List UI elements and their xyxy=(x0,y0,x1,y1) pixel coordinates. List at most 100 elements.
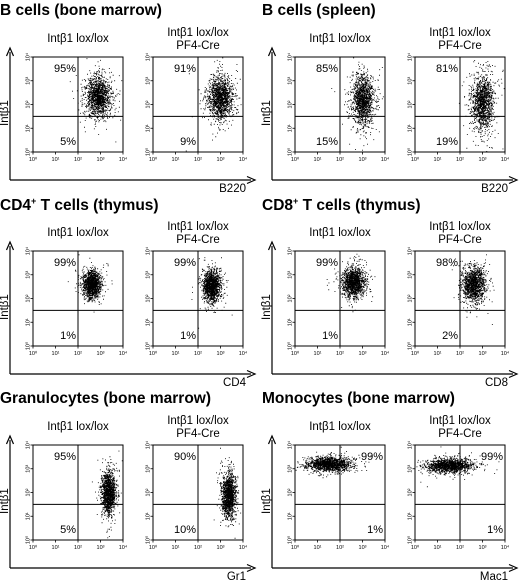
x-axis-arrowhead xyxy=(508,175,519,185)
y-tick-label: 10⁴ xyxy=(144,246,151,255)
x-tick-label: 10¹ xyxy=(172,351,180,357)
x-tick-label: 10¹ xyxy=(172,157,180,163)
y-tick-label: 10³ xyxy=(25,271,31,279)
y-tick-label: 10⁴ xyxy=(406,52,413,61)
upper-percent: 99% xyxy=(316,257,338,269)
y-tick-label: 10² xyxy=(25,294,31,302)
event-dots xyxy=(69,58,123,143)
x-axis-label: Mac1 xyxy=(479,571,508,583)
x-tick-label: 10⁰ xyxy=(291,544,300,551)
condition-line-1: Intβ1 lox/lox xyxy=(167,221,229,233)
x-axis-label: CD8 xyxy=(484,377,508,389)
condition-line-1: Intβ1 lox/lox xyxy=(429,221,491,233)
x-tick-label: 10² xyxy=(456,545,464,551)
axes-frame xyxy=(5,240,257,379)
title-main: CD4 xyxy=(0,197,32,215)
event-dots xyxy=(185,57,242,152)
event-dots xyxy=(326,253,376,313)
condition-label: Intβ1 lox/lox PF4-Cre xyxy=(405,415,515,441)
x-tick-label: 10⁰ xyxy=(411,350,420,357)
lower-percent: 10% xyxy=(174,524,196,536)
condition-line-2: PF4-Cre xyxy=(176,428,220,440)
panel-3: CD8+ T cells (thymus) Intβ1 CD8 Intβ1 lox/l… xyxy=(261,194,520,389)
y-axis-arrowhead xyxy=(267,240,277,251)
x-tick-label: 10¹ xyxy=(314,545,322,551)
y-tick-label: 10² xyxy=(25,100,31,108)
y-tick-label: 10¹ xyxy=(145,512,151,520)
upper-percent: 81% xyxy=(436,63,458,75)
x-axis-arrowhead xyxy=(246,175,257,185)
x-tick-label: 10⁴ xyxy=(381,544,390,551)
lower-percent: 1% xyxy=(487,524,503,536)
y-axis-label: Intβ1 xyxy=(0,294,11,320)
condition-label: Intβ1 lox/lox xyxy=(23,421,133,434)
x-tick-label: 10⁴ xyxy=(239,544,248,551)
y-tick-label: 10³ xyxy=(145,465,151,473)
condition-line-1: Intβ1 lox/lox xyxy=(47,227,109,239)
panel-5: Monocytes (bone marrow) Intβ1 Mac1 Intβ1 lo… xyxy=(261,388,520,583)
x-tick-label: 10⁰ xyxy=(149,156,158,163)
event-dot-cloud xyxy=(213,447,242,539)
event-dot-cloud xyxy=(185,57,242,152)
x-tick-label: 10¹ xyxy=(434,351,442,357)
event-dots xyxy=(451,254,495,325)
panel-2: CD4+ T cells (thymus) Intβ1 CD4 Intβ1 lox/l… xyxy=(0,194,260,389)
x-tick-label: 10⁰ xyxy=(411,156,420,163)
condition-label: Intβ1 lox/lox xyxy=(285,227,395,240)
axes-frame xyxy=(267,434,519,573)
upper-percent: 98% xyxy=(436,257,458,269)
y-tick-label: 10³ xyxy=(145,77,151,85)
condition-label: Intβ1 lox/lox xyxy=(285,421,395,434)
y-tick-label: 10¹ xyxy=(407,512,413,520)
x-tick-label: 10¹ xyxy=(52,545,60,551)
panel-4: Granulocytes (bone marrow) Intβ1 Gr1 Intβ1 … xyxy=(0,388,260,583)
event-dots xyxy=(67,254,113,313)
upper-percent: 90% xyxy=(174,451,196,463)
condition-line-1: Intβ1 lox/lox xyxy=(47,421,109,433)
x-tick-label: 10⁰ xyxy=(291,350,300,357)
x-tick-label: 10⁴ xyxy=(501,156,510,163)
condition-line-2: PF4-Cre xyxy=(438,234,482,246)
x-tick-label: 10⁰ xyxy=(291,156,300,163)
y-tick-label: 10³ xyxy=(407,77,413,85)
x-tick-label: 10⁴ xyxy=(239,156,248,163)
x-axis-arrowhead xyxy=(246,563,257,573)
condition-line-1: Intβ1 lox/lox xyxy=(309,421,371,433)
x-tick-label: 10¹ xyxy=(314,351,322,357)
condition-line-2: PF4-Cre xyxy=(176,234,220,246)
event-dots xyxy=(458,60,505,152)
lower-percent: 1% xyxy=(180,330,196,342)
lower-percent: 5% xyxy=(60,524,76,536)
x-tick-label: 10³ xyxy=(359,351,367,357)
upper-percent: 85% xyxy=(316,63,338,75)
y-tick-label: 10³ xyxy=(25,77,31,85)
y-tick-label: 10⁴ xyxy=(24,246,31,255)
x-tick-label: 10² xyxy=(456,157,464,163)
x-tick-label: 10⁴ xyxy=(501,350,510,357)
y-tick-label: 10⁰ xyxy=(286,341,293,350)
x-tick-label: 10³ xyxy=(97,351,105,357)
x-tick-label: 10¹ xyxy=(434,157,442,163)
y-tick-label: 10³ xyxy=(407,465,413,473)
y-tick-label: 10¹ xyxy=(145,318,151,326)
axes-frame xyxy=(267,240,519,379)
event-dot-cloud xyxy=(331,57,384,153)
condition-line-1: Intβ1 lox/lox xyxy=(47,33,109,45)
condition-line-2: PF4-Cre xyxy=(438,428,482,440)
panel-title: CD8+ T cells (thymus) xyxy=(262,196,421,215)
y-tick-label: 10⁰ xyxy=(406,535,413,544)
x-tick-label: 10¹ xyxy=(314,157,322,163)
y-axis-label: Intβ1 xyxy=(261,100,273,126)
condition-line-1: Intβ1 lox/lox xyxy=(309,227,371,239)
panel-title: CD4+ T cells (thymus) xyxy=(0,196,159,215)
condition-label: Intβ1 lox/lox PF4-Cre xyxy=(143,415,253,441)
upper-percent: 91% xyxy=(174,63,196,75)
x-tick-label: 10³ xyxy=(217,157,225,163)
panel-title: Monocytes (bone marrow) xyxy=(262,390,455,407)
x-axis-label: B220 xyxy=(481,183,508,195)
